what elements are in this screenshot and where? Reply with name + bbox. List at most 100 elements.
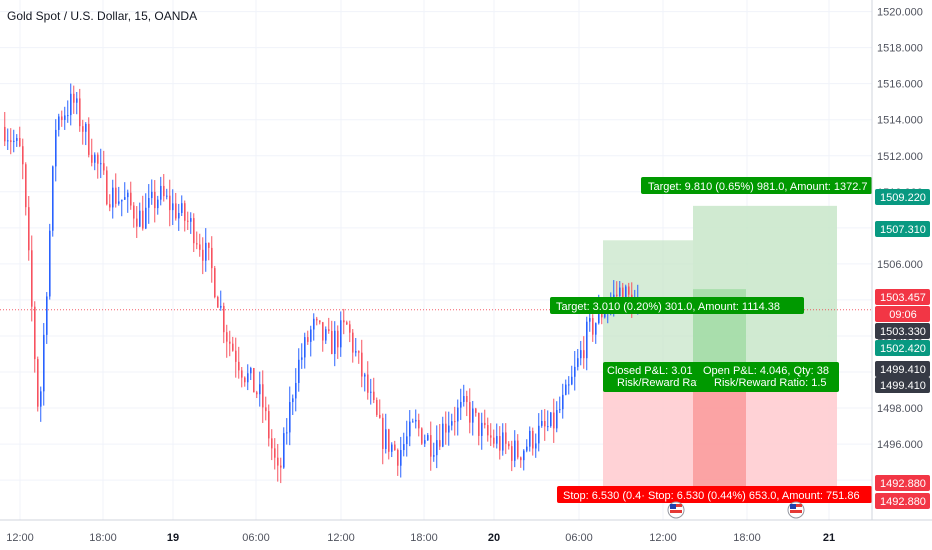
candle-body[interactable]	[379, 414, 381, 418]
candle-body[interactable]	[469, 402, 471, 423]
candle-body[interactable]	[286, 432, 288, 434]
candle-body[interactable]	[322, 322, 324, 341]
candle-body[interactable]	[307, 337, 309, 342]
candle-body[interactable]	[556, 410, 558, 429]
candle-body[interactable]	[358, 351, 360, 353]
candle-body[interactable]	[304, 337, 306, 358]
candle-body[interactable]	[490, 435, 492, 438]
candle-body[interactable]	[58, 116, 60, 130]
candle-body[interactable]	[133, 205, 135, 219]
candle-body[interactable]	[283, 433, 285, 468]
candle-body[interactable]	[541, 420, 543, 426]
candle-body[interactable]	[100, 163, 102, 165]
x-tick-label[interactable]: 19	[167, 532, 179, 544]
candle-body[interactable]	[73, 93, 75, 103]
candle-body[interactable]	[16, 138, 18, 141]
candles[interactable]	[4, 83, 639, 484]
candle-body[interactable]	[373, 391, 375, 401]
candle-body[interactable]	[562, 394, 564, 410]
candle-body[interactable]	[79, 98, 81, 127]
candle-body[interactable]	[604, 312, 606, 318]
candle-body[interactable]	[31, 250, 33, 307]
candle-body[interactable]	[256, 392, 258, 395]
candle-body[interactable]	[343, 320, 345, 323]
candle-body[interactable]	[625, 286, 627, 307]
candle-body[interactable]	[319, 320, 321, 323]
x-tick-label[interactable]: 12:00	[6, 532, 34, 544]
candle-body[interactable]	[199, 244, 201, 250]
candle-body[interactable]	[496, 436, 498, 444]
candle-body[interactable]	[361, 352, 363, 377]
candle-body[interactable]	[127, 192, 129, 198]
candle-body[interactable]	[628, 286, 630, 295]
candle-body[interactable]	[82, 126, 84, 132]
candle-body[interactable]	[313, 318, 315, 330]
candle-body[interactable]	[487, 425, 489, 436]
candle-body[interactable]	[229, 341, 231, 344]
candle-body[interactable]	[499, 436, 501, 451]
candle-body[interactable]	[4, 126, 6, 142]
candle-body[interactable]	[406, 436, 408, 445]
candle-body[interactable]	[454, 421, 456, 423]
candle-body[interactable]	[574, 366, 576, 377]
candle-body[interactable]	[403, 444, 405, 451]
candle-body[interactable]	[565, 384, 567, 395]
candle-body[interactable]	[385, 429, 387, 449]
x-tick-label[interactable]: 18:00	[733, 532, 761, 544]
candle-body[interactable]	[436, 440, 438, 456]
candle-body[interactable]	[508, 443, 510, 447]
candle-body[interactable]	[340, 320, 342, 348]
candle-body[interactable]	[427, 435, 429, 441]
candle-body[interactable]	[193, 218, 195, 244]
candle-body[interactable]	[409, 421, 411, 437]
candle-body[interactable]	[25, 164, 27, 208]
candle-body[interactable]	[196, 243, 198, 245]
candle-body[interactable]	[202, 249, 204, 261]
candle-body[interactable]	[616, 294, 618, 297]
candle-body[interactable]	[103, 163, 105, 171]
candle-body[interactable]	[355, 351, 357, 353]
candle-body[interactable]	[301, 357, 303, 360]
candle-body[interactable]	[391, 444, 393, 452]
candle-body[interactable]	[517, 440, 519, 458]
candle-body[interactable]	[544, 420, 546, 427]
candle-body[interactable]	[466, 396, 468, 403]
candle-body[interactable]	[10, 140, 12, 142]
x-tick-label[interactable]: 12:00	[327, 532, 355, 544]
candle-body[interactable]	[190, 218, 192, 222]
candle-body[interactable]	[112, 187, 114, 208]
candle-body[interactable]	[142, 210, 144, 229]
candle-body[interactable]	[226, 332, 228, 342]
candle-body[interactable]	[220, 305, 222, 308]
candle-body[interactable]	[271, 438, 273, 449]
candle-body[interactable]	[76, 98, 78, 103]
candle-body[interactable]	[337, 330, 339, 348]
candle-body[interactable]	[442, 423, 444, 447]
candle-body[interactable]	[265, 407, 267, 412]
candle-body[interactable]	[622, 287, 624, 307]
candle-body[interactable]	[472, 408, 474, 423]
candle-body[interactable]	[352, 332, 354, 353]
candle-body[interactable]	[169, 195, 171, 211]
candle-body[interactable]	[13, 140, 15, 142]
candle-body[interactable]	[211, 247, 213, 269]
candle-body[interactable]	[325, 329, 327, 341]
candle-body[interactable]	[580, 350, 582, 359]
candle-body[interactable]	[88, 123, 90, 155]
candle-body[interactable]	[250, 368, 252, 374]
candle-body[interactable]	[184, 203, 186, 221]
candle-body[interactable]	[364, 374, 366, 377]
candle-body[interactable]	[460, 401, 462, 408]
candle-body[interactable]	[334, 330, 336, 354]
candle-body[interactable]	[400, 450, 402, 466]
candle-body[interactable]	[370, 391, 372, 393]
candle-body[interactable]	[535, 443, 537, 449]
candle-body[interactable]	[238, 361, 240, 371]
candle-body[interactable]	[538, 425, 540, 444]
candle-body[interactable]	[214, 268, 216, 298]
candle-body[interactable]	[205, 242, 207, 261]
candle-body[interactable]	[52, 166, 54, 231]
x-tick-label[interactable]: 18:00	[410, 532, 438, 544]
candle-body[interactable]	[280, 465, 282, 468]
candle-body[interactable]	[148, 198, 150, 208]
